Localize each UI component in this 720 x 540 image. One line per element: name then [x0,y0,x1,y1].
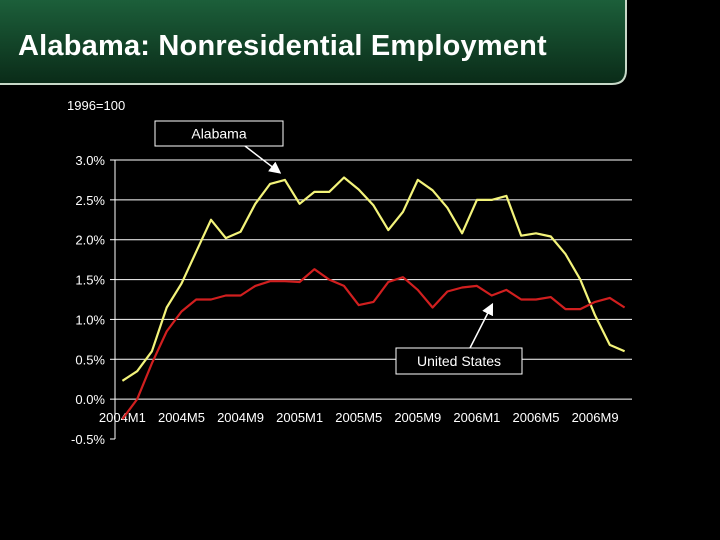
callout-box [395,347,523,375]
y-tick-label: 3.0% [75,153,105,168]
y-tick-label: 1.0% [75,312,105,327]
y-tick-label: 2.5% [75,193,105,208]
x-tick-label: 2006M1 [453,410,500,425]
y-tick-label: 1.5% [75,273,105,288]
callout-arrow [469,302,494,349]
series-line-alabama [121,176,626,382]
callout-arrow [244,145,282,174]
axis-layer: 3.0%2.5%2.0%1.5%1.0%0.5%0.0%-0.5%2004M1 2… [71,153,632,447]
header-border [0,0,627,85]
callout-layer: Alabama United States [154,120,523,375]
x-tick-label: 2005M9 [394,410,441,425]
slide-title: Alabama: Nonresidential Employment [18,30,547,62]
x-tick-label: 2006M9 [572,410,619,425]
y-tick-label: 0.5% [75,352,105,367]
index-note: 1996=100 [67,98,126,113]
grid-layer [115,159,632,360]
slide-header [0,0,627,85]
y-tick-label: -0.5% [71,432,105,447]
series-layer [121,176,626,420]
y-tick-label: 0.0% [75,392,105,407]
x-tick-label: 2006M5 [512,410,559,425]
x-tick-label: 2005M1 [276,410,323,425]
x-tick-label: 2004M9 [217,410,264,425]
callout-label: United States [417,353,501,369]
header-band [0,0,626,84]
x-tick-label: 2004M5 [158,410,205,425]
callout-box [154,120,284,147]
callout-label: Alabama [191,126,246,142]
series-line-united-states [121,268,626,420]
x-tick-label: 2005M5 [335,410,382,425]
y-tick-label: 2.0% [75,233,105,248]
